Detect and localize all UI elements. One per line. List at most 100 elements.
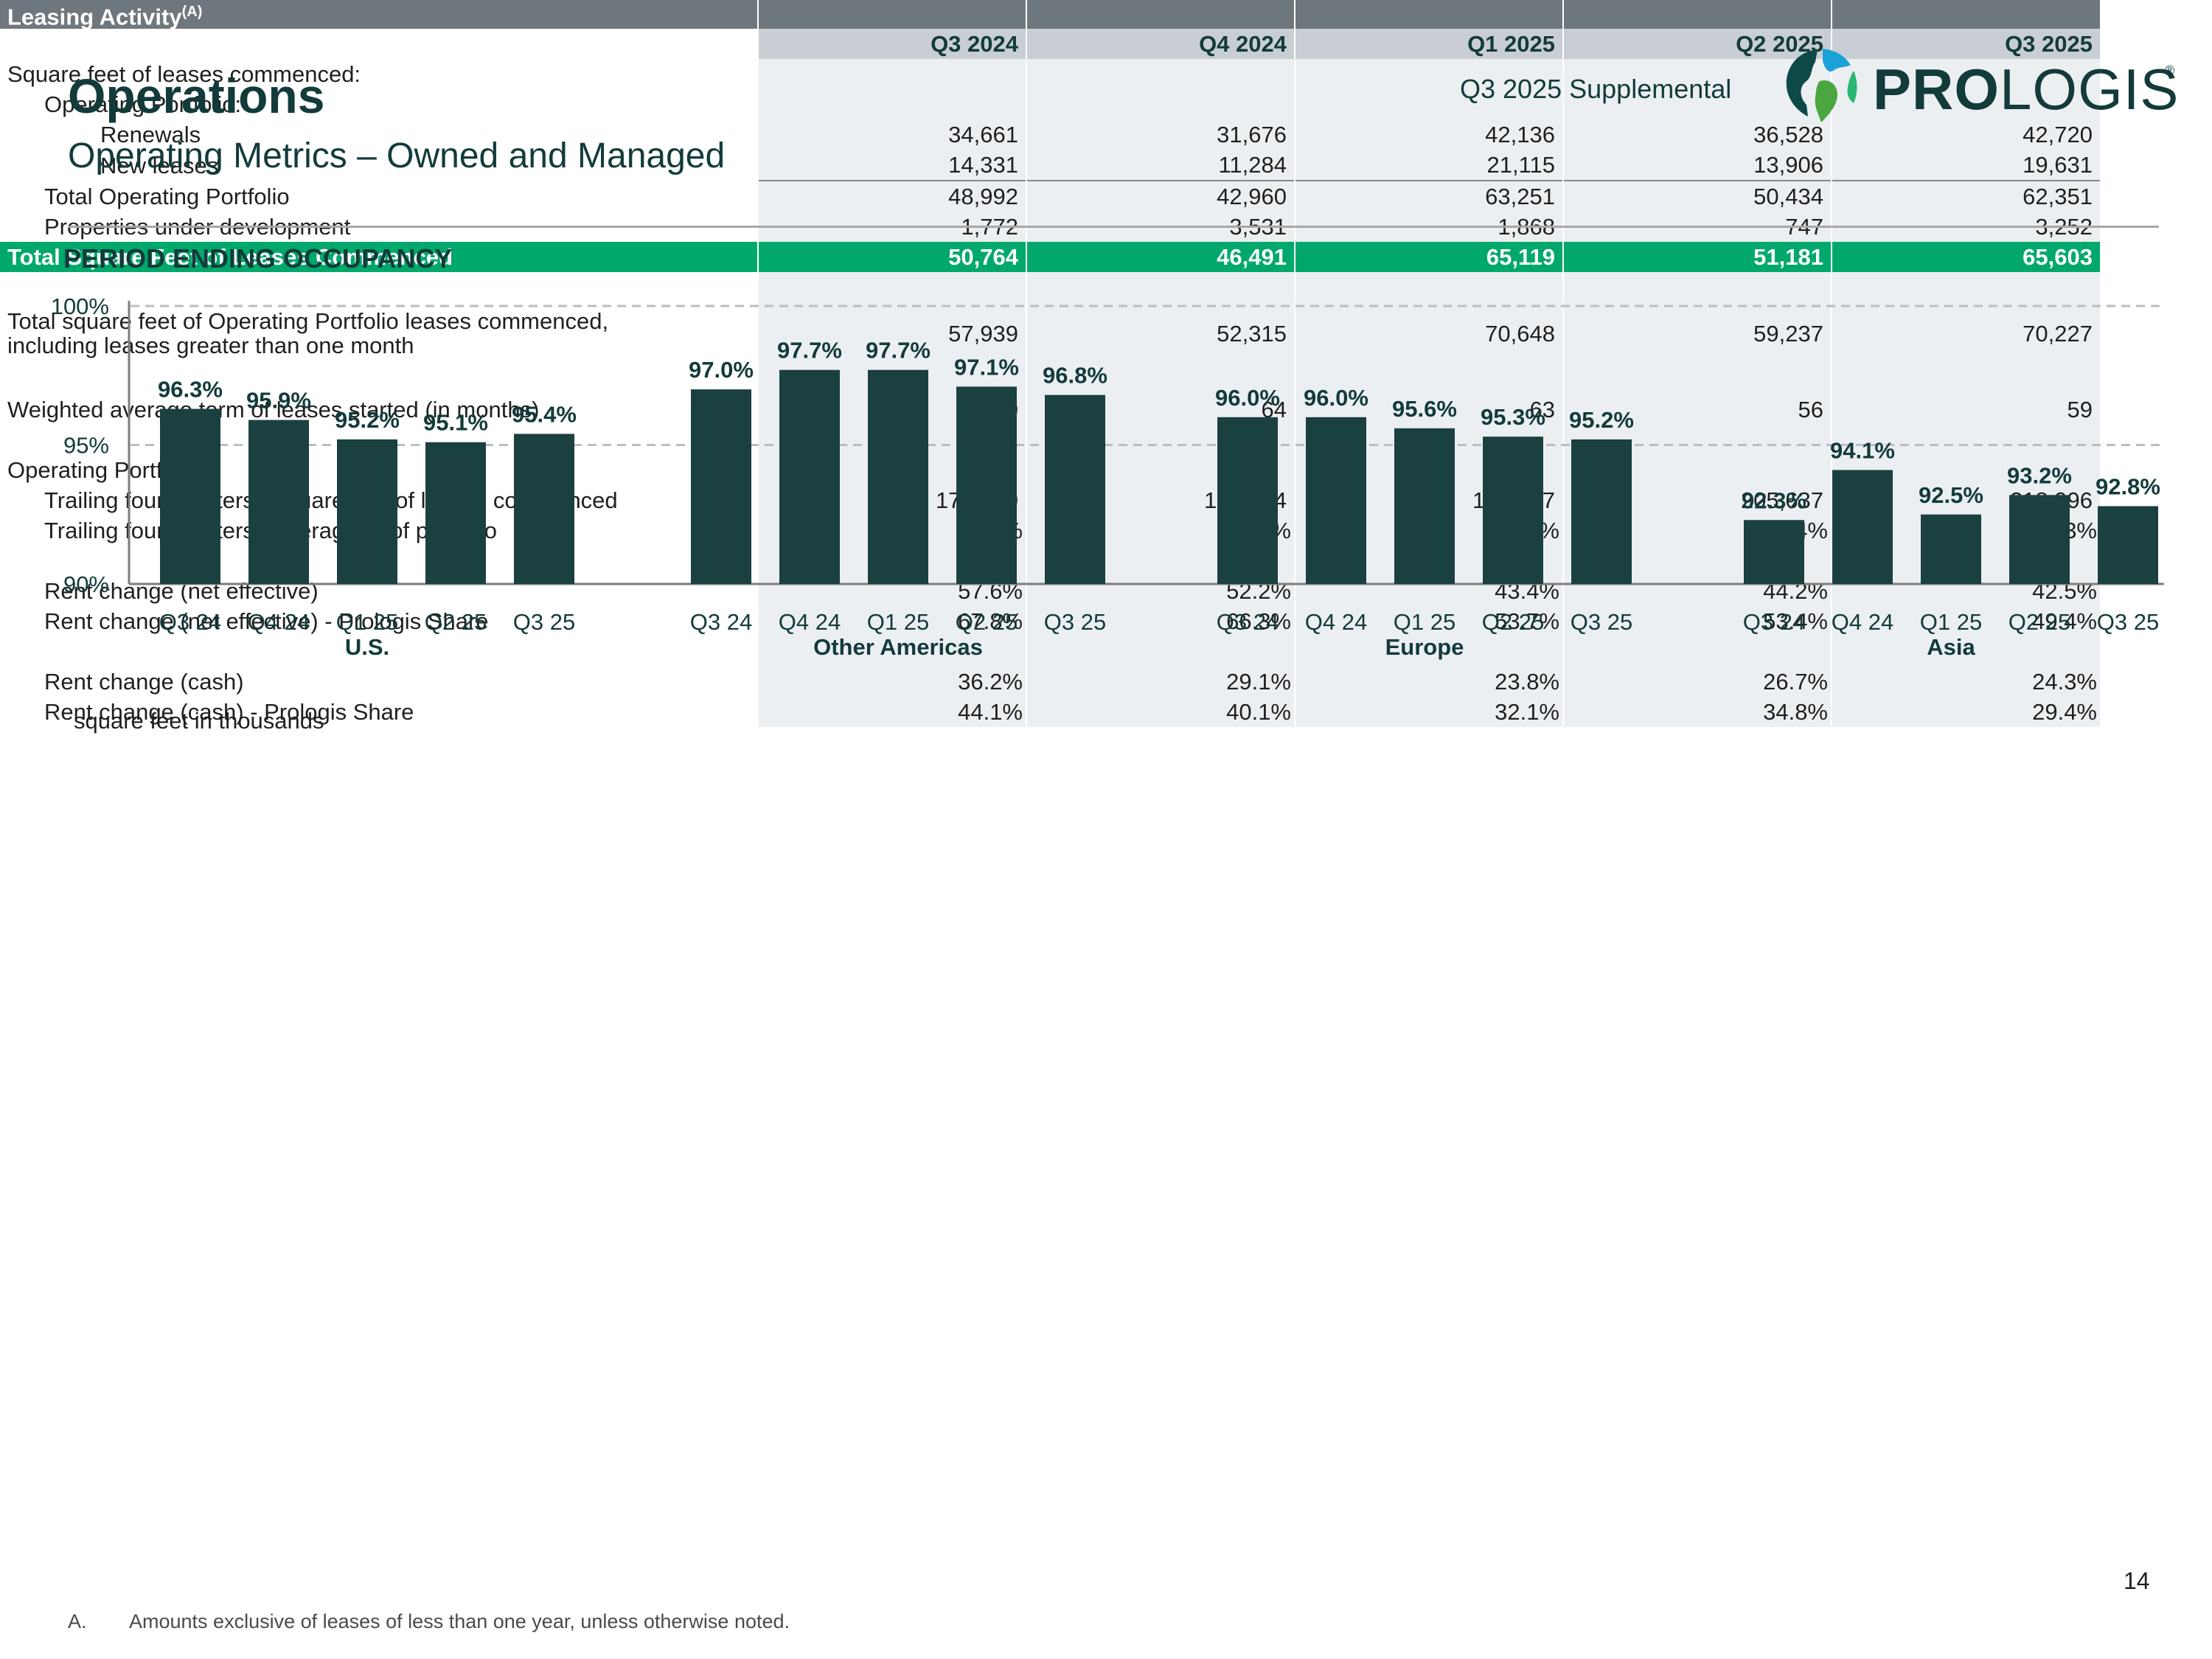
x-tick-label: Q3 25 xyxy=(1571,609,1632,635)
bar-value-label: 94.1% xyxy=(1830,437,1895,463)
bar xyxy=(691,389,751,584)
wordmark-bold: PRO xyxy=(1873,57,2000,122)
table-cell: 21,115 xyxy=(1294,150,1563,181)
bar-value-label: 95.1% xyxy=(423,410,488,436)
table-cell: 70,648 xyxy=(1294,302,1563,365)
table-cell xyxy=(1831,364,2100,395)
table-cell xyxy=(1294,364,1563,395)
bar-value-label: 97.1% xyxy=(954,354,1019,380)
table-cell xyxy=(1026,0,1295,29)
region-label: Asia xyxy=(1927,634,1975,660)
table-cell xyxy=(757,89,1026,120)
bar-value-label: 96.0% xyxy=(1304,385,1368,411)
row-label: Total Operating Portfolio xyxy=(44,183,290,209)
x-tick-label: Q2 25 xyxy=(425,609,487,635)
bar-value-label: 93.2% xyxy=(2007,462,2072,488)
bar-value-label: 96.3% xyxy=(158,376,223,402)
region-label: Other Americas xyxy=(813,634,983,660)
table-cell xyxy=(1562,364,1832,395)
table-cell: 14,331 xyxy=(757,150,1026,181)
bar-value-label: 96.8% xyxy=(1043,363,1107,389)
x-tick-label: Q2 25 xyxy=(2008,609,2070,635)
bar xyxy=(1744,520,1804,584)
section-title: Leasing Activity xyxy=(7,4,182,29)
x-tick-label: Q3 24 xyxy=(1743,609,1805,635)
registered-mark: ® xyxy=(2165,63,2175,78)
table-cell xyxy=(757,636,1026,667)
bar-value-label: 97.7% xyxy=(866,338,931,364)
bar xyxy=(1483,437,1543,584)
table-cell: 32.1% xyxy=(1294,697,1563,728)
table-cell: 53.4% xyxy=(1562,606,1832,637)
table-cell: 42,136 xyxy=(1294,119,1563,150)
table-cell xyxy=(757,59,1026,90)
bar xyxy=(956,386,1017,584)
table-row: Renewals 34,661 31,676 42,136 36,528 42,720 xyxy=(0,119,2100,150)
table-row: Leasing Activity(A) xyxy=(0,0,2100,29)
table-row: Rent change (cash) - Prologis Share 44.1%… xyxy=(0,697,2100,728)
bar xyxy=(1306,417,1366,584)
occupancy-section-title: PERIOD ENDING OCCUPANCY xyxy=(63,243,453,274)
table-cell xyxy=(1294,636,1563,667)
x-tick-label: Q1 25 xyxy=(336,609,398,635)
table-cell: 50,434 xyxy=(1562,180,1832,212)
bar-value-label: 92.8% xyxy=(2096,473,2160,499)
bar-value-label: 95.9% xyxy=(246,388,311,414)
x-tick-label: Q4 24 xyxy=(779,609,841,635)
table-cell xyxy=(1026,364,1295,395)
table-cell xyxy=(1026,59,1295,90)
table-cell: 23.8% xyxy=(1294,667,1563,698)
table-cell xyxy=(1026,89,1295,120)
occupancy-bar-chart: 90% 95% 100% 96.3% Q3 24 95.9% Q4 24 95.2% Q1 25… xyxy=(51,293,2164,660)
region-label: U.S. xyxy=(345,634,389,660)
bar-value-label: 95.2% xyxy=(335,407,400,433)
region-label: Europe xyxy=(1385,634,1464,660)
y-tick-label: 95% xyxy=(63,433,109,459)
bar xyxy=(779,369,840,584)
table-cell: 13,906 xyxy=(1562,150,1832,181)
table-cell: 50,764 xyxy=(757,242,1026,273)
bar-value-label: 95.3% xyxy=(1481,404,1545,430)
table-cell: 52,315 xyxy=(1026,302,1295,365)
table-cell: 19,631 xyxy=(1831,150,2100,181)
y-tick-label: 100% xyxy=(51,293,109,319)
table-cell: Total square feet of Operating Portfolio… xyxy=(0,302,758,364)
row-label-line1: Total square feet of Operating Portfolio… xyxy=(7,308,609,335)
table-row: Total Square Feet of Leases Commenced 50,… xyxy=(0,242,2100,273)
table-cell: Q2 2025 xyxy=(1562,29,1832,60)
table-row: New leases 14,331 11,284 21,115 13,906 19,631 xyxy=(0,150,2100,181)
row-label: Weighted average term of leases started … xyxy=(7,397,540,423)
section-footnote-ref: (A) xyxy=(181,4,203,20)
table-cell: 56 xyxy=(1562,394,1832,425)
page-title: Operations xyxy=(68,69,325,123)
table-cell: 42,960 xyxy=(1026,180,1295,212)
table-row xyxy=(0,636,2100,667)
table-cell: Q1 2025 xyxy=(1294,29,1563,60)
bar-value-label: 97.0% xyxy=(689,357,754,383)
bar-value-label: 96.0% xyxy=(1215,385,1280,411)
supplemental-label: Q3 2025 Supplemental xyxy=(1460,74,1732,104)
row-label: New leases xyxy=(100,152,219,178)
bar xyxy=(160,408,220,584)
table-cell: 29.4% xyxy=(1831,697,2100,728)
row-label: Rent change (cash) xyxy=(44,669,244,695)
row-label: Operating Portfolio: xyxy=(44,91,242,118)
units-note: square feet in thousands xyxy=(74,708,324,734)
table-cell: 42,720 xyxy=(1831,119,2100,150)
row-label-line2: including leases greater than one month xyxy=(7,333,414,359)
table-row: Total Operating Portfolio 48,992 42,960 63,… xyxy=(0,180,2100,212)
bar xyxy=(337,439,397,584)
table-cell: 31,676 xyxy=(1026,119,1295,150)
bar xyxy=(1571,439,1632,584)
bar-value-label: 97.7% xyxy=(777,338,842,364)
table-cell xyxy=(1831,89,2100,120)
bar xyxy=(868,369,928,584)
x-tick-label: Q3 24 xyxy=(690,609,752,635)
x-tick-label: Q3 24 xyxy=(1217,609,1279,635)
table-cell: 36.2% xyxy=(757,667,1026,698)
bar xyxy=(2009,495,2070,584)
table-cell xyxy=(1294,59,1563,90)
table-cell xyxy=(1294,89,1563,120)
x-tick-label: Q1 25 xyxy=(1394,609,1455,635)
footnote-letter: A. xyxy=(68,1610,87,1632)
